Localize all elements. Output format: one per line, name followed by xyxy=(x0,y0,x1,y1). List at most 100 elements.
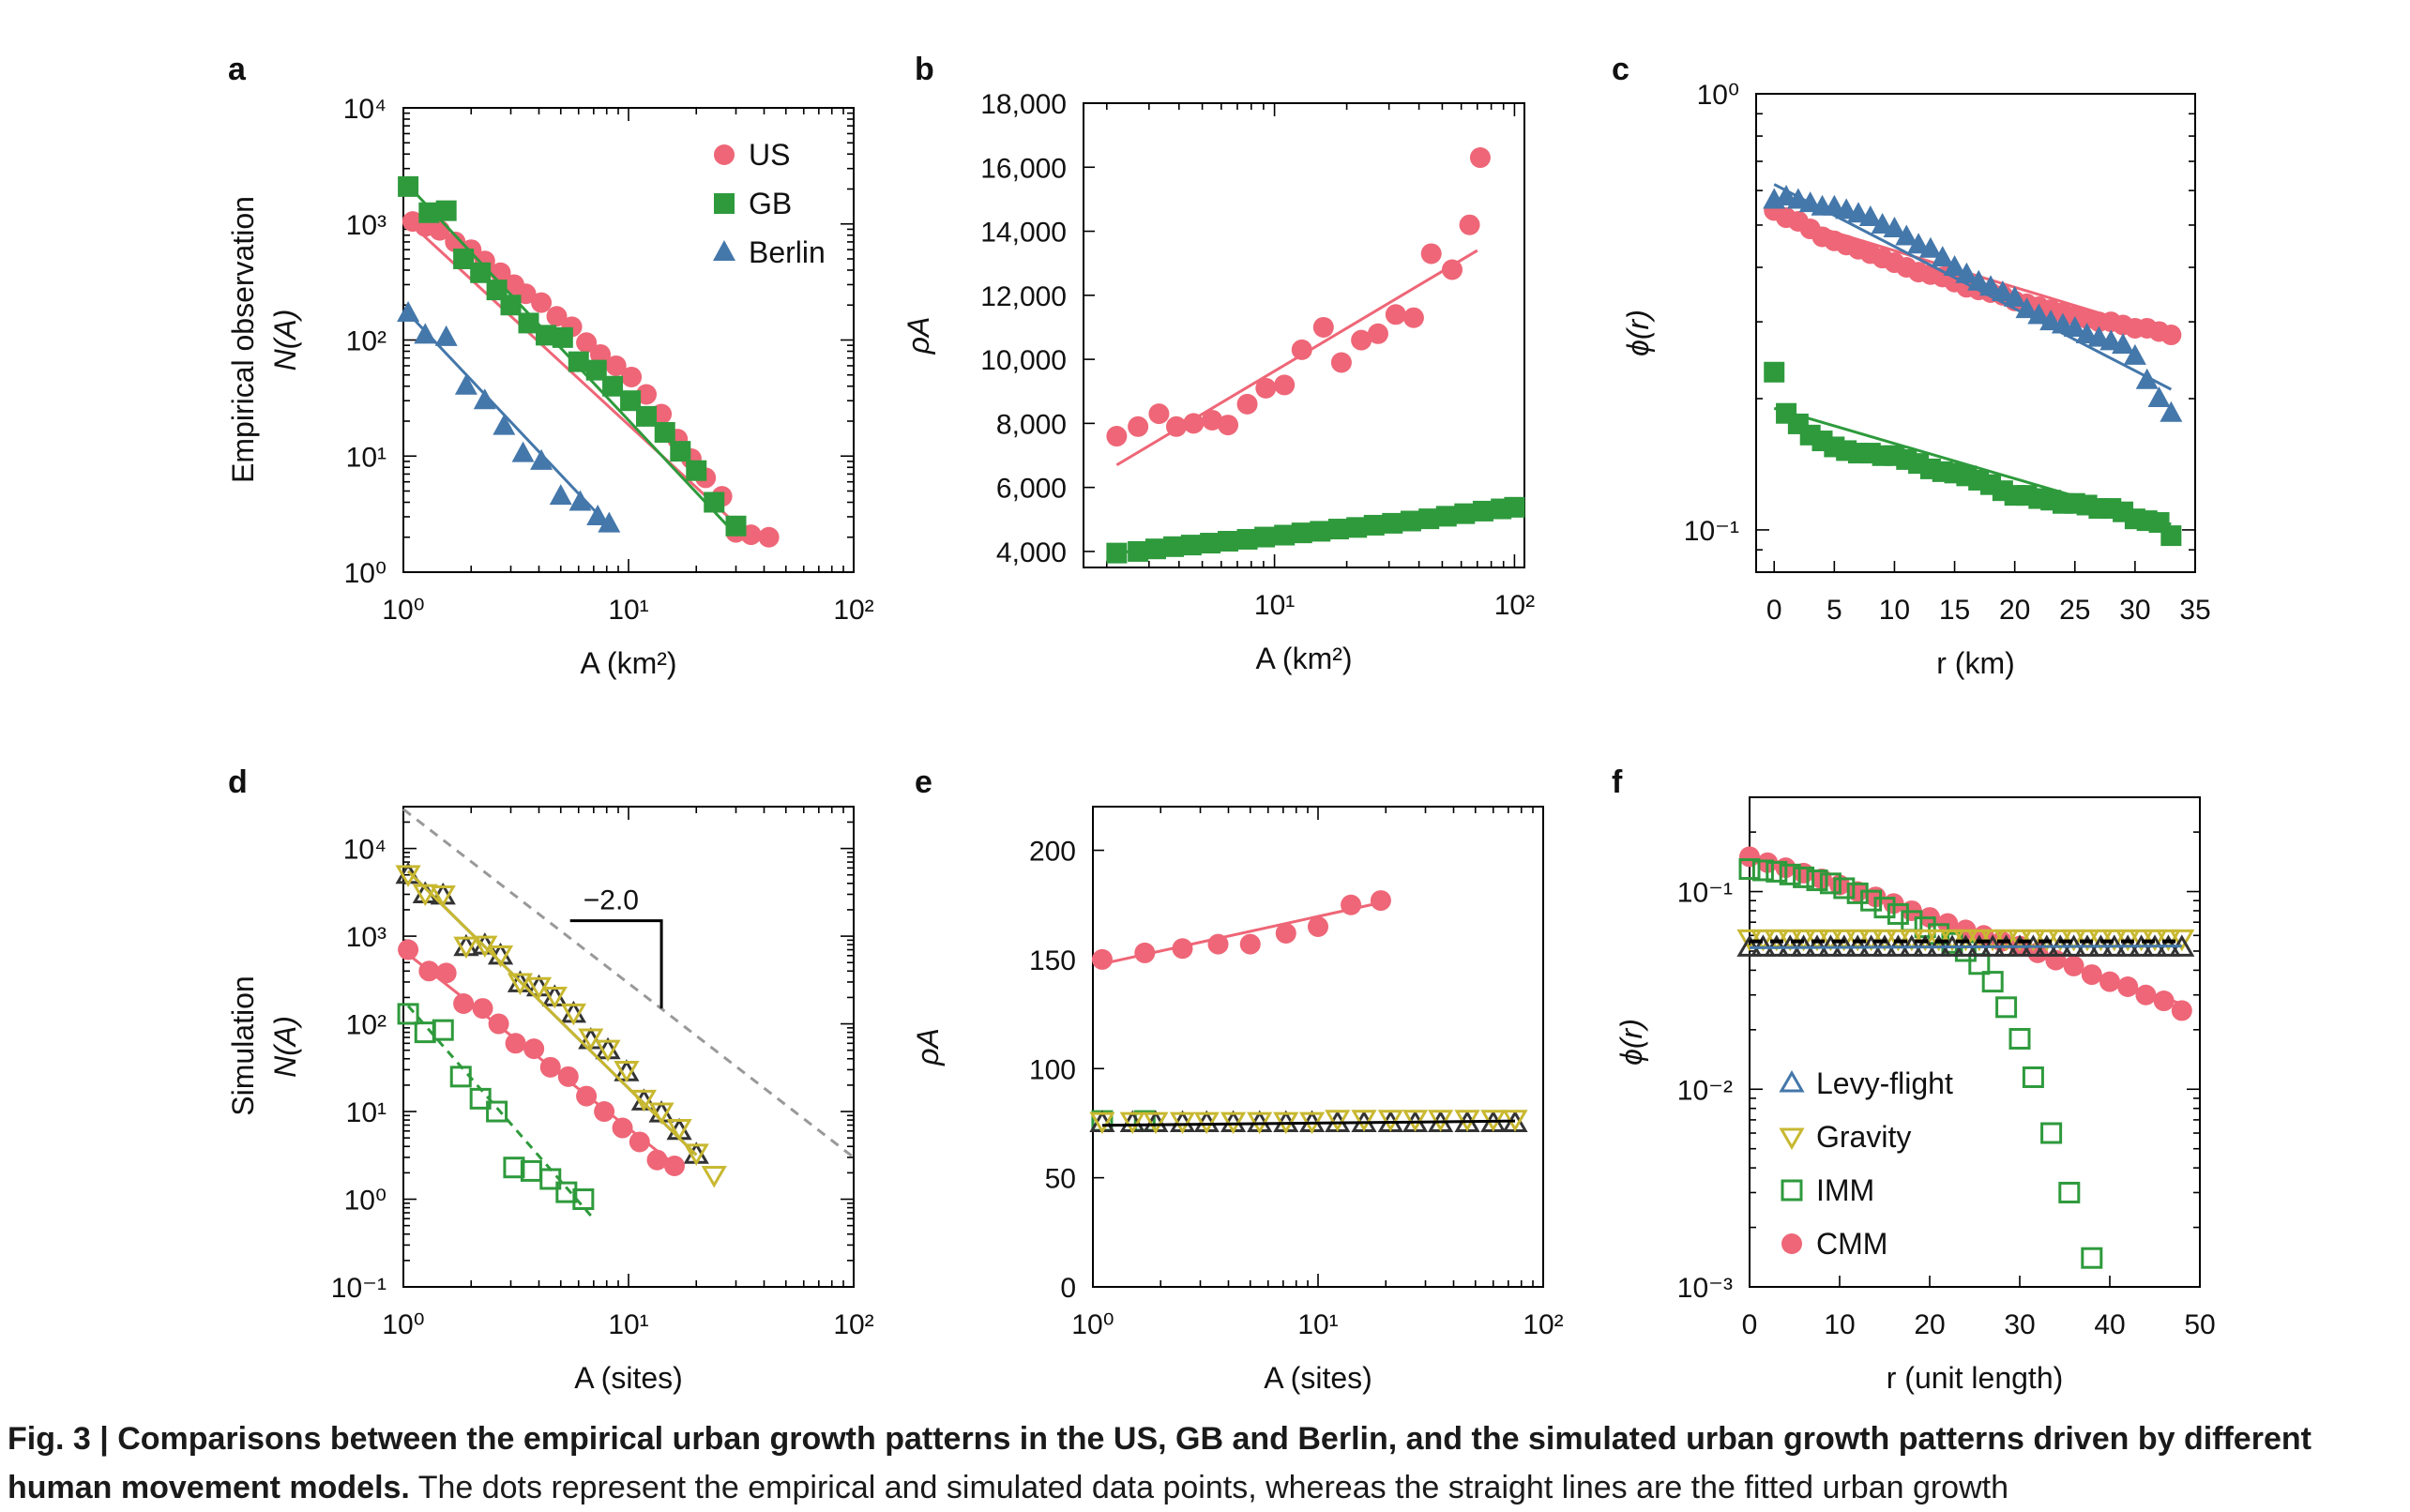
y-tick-label: 100 xyxy=(1029,1054,1076,1085)
slope-bracket xyxy=(569,919,663,1009)
data-point xyxy=(1351,329,1372,351)
data-point xyxy=(1202,409,1223,431)
x-tick-label: 10¹ xyxy=(1297,1309,1338,1340)
series-gravity xyxy=(395,865,727,1188)
fit-line xyxy=(1749,945,2182,949)
series-berlin xyxy=(1763,183,2183,422)
y-tick-label: 10⁻² xyxy=(1677,1075,1733,1106)
y-tick-label: 18,000 xyxy=(980,89,1067,120)
data-point xyxy=(2169,929,2195,952)
data-point xyxy=(1165,416,1187,437)
data-point xyxy=(432,1019,454,1041)
data-point xyxy=(1363,514,1385,536)
y-tick-label: 200 xyxy=(1029,837,1076,868)
data-point xyxy=(1860,889,1883,912)
data-point xyxy=(2063,955,2084,976)
data-point xyxy=(1382,512,1403,534)
data-point xyxy=(612,1117,633,1139)
y-axis-label: N(A) xyxy=(268,310,302,371)
data-point xyxy=(2063,315,2086,337)
data-point xyxy=(1967,269,1991,291)
y-tick-label: 10⁰ xyxy=(1697,80,1739,111)
legend-label: CMM xyxy=(1816,1227,1887,1261)
data-point xyxy=(541,986,568,1009)
data-point xyxy=(1402,307,1424,328)
data-point xyxy=(1106,542,1128,564)
data-point xyxy=(1325,1110,1351,1132)
y-tick-label: 4,000 xyxy=(996,537,1067,568)
data-point xyxy=(1274,374,1296,396)
data-point xyxy=(1764,361,1785,383)
data-point xyxy=(636,405,658,427)
panel-c: c 0 5 10 15 20 25 30 35 10⁻¹ 10⁰ r (km) ϕ(r) xyxy=(1612,52,2211,680)
figure-canvas: a 10⁰ 10¹ 10² 10⁰ 10¹ 10² 10³ 10⁴ A (km²) N(A) US GB… xyxy=(226,52,2216,1395)
data-point xyxy=(713,240,735,261)
data-point xyxy=(557,1066,579,1087)
data-point xyxy=(1163,536,1185,557)
legend: Levy-flight Gravity IMM CMM xyxy=(1779,1066,1953,1261)
data-point xyxy=(469,1087,492,1110)
data-point xyxy=(1367,323,1388,344)
data-point xyxy=(430,885,456,908)
data-point xyxy=(1420,243,1442,265)
x-tick-label: 0 xyxy=(1742,1309,1758,1340)
x-tick-label: 10 xyxy=(1879,595,1910,626)
data-point xyxy=(2153,990,2175,1012)
panel-b: b 10¹ 10² 4,000 6,000 8,000 10,000 12,000 14,000… xyxy=(902,52,1535,675)
data-point xyxy=(686,460,707,481)
data-point xyxy=(1779,1070,1805,1093)
data-point xyxy=(486,1100,508,1123)
data-point xyxy=(454,373,477,395)
data-point xyxy=(1873,897,1896,919)
data-point xyxy=(523,1038,545,1060)
x-tick-label: 10¹ xyxy=(608,1309,648,1340)
data-point xyxy=(1327,519,1349,540)
x-tick-label: 5 xyxy=(1826,595,1842,626)
data-point xyxy=(1806,869,1828,892)
x-axis-label: A (sites) xyxy=(1264,1361,1372,1395)
y-tick-label: 10¹ xyxy=(346,1097,387,1128)
data-point xyxy=(1172,938,1193,960)
y-tick-label: 10⁻¹ xyxy=(1684,516,1739,547)
y-tick-label: 16,000 xyxy=(980,153,1067,184)
plot-frame xyxy=(402,806,855,1288)
data-point xyxy=(1089,1110,1115,1132)
data-point xyxy=(648,1102,674,1126)
data-point xyxy=(654,421,675,443)
data-point xyxy=(414,323,437,344)
data-point xyxy=(1441,259,1463,280)
data-point xyxy=(1979,275,2003,296)
series-gb xyxy=(398,175,747,537)
y-tick-label: 10⁴ xyxy=(343,94,387,125)
row-label-simulation: Simulation xyxy=(226,975,260,1115)
data-point xyxy=(1218,531,1239,552)
series-cmm xyxy=(398,939,685,1176)
x-tick-label: 15 xyxy=(1939,595,1970,626)
data-point xyxy=(398,939,419,960)
data-point xyxy=(602,375,624,397)
data-point xyxy=(1895,224,1918,246)
data-point xyxy=(549,484,572,506)
data-point xyxy=(1193,1110,1220,1132)
data-point xyxy=(1472,500,1493,522)
data-point xyxy=(1169,1111,1196,1135)
y-tick-label: 10⁻¹ xyxy=(331,1273,387,1304)
data-point xyxy=(1931,246,1954,267)
data-point xyxy=(586,504,610,525)
data-point xyxy=(1766,860,1788,883)
x-tick-label: 10⁰ xyxy=(382,595,424,626)
data-point xyxy=(397,300,420,322)
data-point xyxy=(1751,859,1774,882)
data-point xyxy=(1427,1110,1454,1132)
data-point xyxy=(670,441,691,462)
data-point xyxy=(453,993,475,1015)
panel-letter: f xyxy=(1612,764,1623,800)
x-tick-label: 10² xyxy=(833,1309,873,1340)
y-tick-label: 10³ xyxy=(346,210,387,241)
data-point xyxy=(758,526,780,548)
y-tick-label: 10³ xyxy=(346,922,387,953)
data-point xyxy=(412,884,438,907)
data-point xyxy=(1846,882,1869,904)
plot-frame xyxy=(1092,806,1544,1288)
data-point xyxy=(1308,916,1328,937)
